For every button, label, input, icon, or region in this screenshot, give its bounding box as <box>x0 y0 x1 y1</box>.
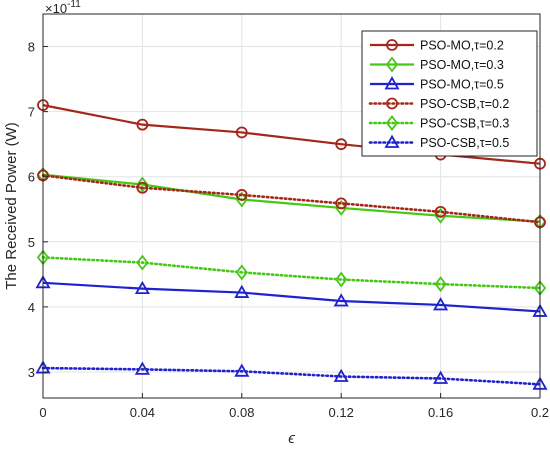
series-line <box>42 281 541 313</box>
data-point <box>136 181 149 194</box>
data-point <box>433 297 449 311</box>
data-point <box>234 284 250 298</box>
y-exponent-label: ×10-11 <box>45 0 81 16</box>
legend-marker <box>385 56 399 73</box>
data-point <box>333 368 349 382</box>
series-6 <box>35 360 548 390</box>
legend-marker <box>384 134 400 148</box>
legend-marker <box>386 39 398 51</box>
legend-marker <box>385 115 399 131</box>
data-point <box>134 361 150 375</box>
x-axis-label: ϵ <box>288 430 295 447</box>
x-axis: 0 0.04 0.08 0.12 0.16 0.2 <box>39 393 549 420</box>
data-point <box>235 126 248 139</box>
y-axis: 3 4 5 6 7 8 <box>28 40 48 380</box>
data-point <box>335 138 348 151</box>
series-line <box>41 366 542 386</box>
legend-marker <box>384 76 400 90</box>
legend-label: PSO-CSB,τ=0.5 <box>420 136 509 150</box>
y-tick-label: 7 <box>28 105 35 120</box>
y-tick-label: 3 <box>28 365 35 380</box>
series-line <box>41 174 542 224</box>
data-point <box>136 118 149 131</box>
legend-label: PSO-MO,τ=0.5 <box>420 78 504 92</box>
y-tick-label: 6 <box>28 170 35 185</box>
legend-label: PSO-MO,τ=0.3 <box>420 58 504 72</box>
x-tick-label: 0.12 <box>329 405 354 420</box>
data-point <box>434 207 447 224</box>
data-point <box>234 363 250 377</box>
legend-item: PSO-CSB,τ=0.3 <box>368 115 509 131</box>
data-point <box>235 264 248 281</box>
data-point <box>335 271 348 288</box>
legend-item: PSO-MO,τ=0.3 <box>370 56 504 73</box>
legend-label: PSO-CSB,τ=0.3 <box>420 117 509 131</box>
series-3 <box>35 274 548 317</box>
data-point <box>335 197 348 210</box>
legend-box <box>361 30 538 157</box>
x-tick-label: 0.04 <box>130 405 155 420</box>
x-tick-label: 0 <box>39 405 46 420</box>
legend-item: PSO-MO,τ=0.5 <box>370 76 504 92</box>
legend-label: PSO-CSB,τ=0.2 <box>420 97 509 111</box>
data-point <box>136 254 149 271</box>
data-point <box>235 189 248 201</box>
series-layer <box>35 99 548 390</box>
data-point <box>434 205 447 218</box>
y-tick-label: 4 <box>28 300 35 315</box>
legend-item: PSO-CSB,τ=0.2 <box>368 97 509 111</box>
legend-marker <box>386 97 398 110</box>
legend: PSO-MO,τ=0.2 PSO-MO,τ=0.3 PSO-MO,τ=0.5 PSO-… <box>361 30 538 157</box>
data-point <box>134 280 150 295</box>
y-tick-label: 5 <box>28 235 35 250</box>
x-tick-label: 0.08 <box>229 405 254 420</box>
y-axis-label: The Received Power (W) <box>3 122 20 290</box>
series-line <box>42 173 541 223</box>
x-tick-label: 0.2 <box>531 405 549 420</box>
x-tick-label: 0.16 <box>428 405 453 420</box>
axes-frame <box>42 13 541 399</box>
data-point <box>136 176 149 193</box>
data-point <box>335 199 348 216</box>
y-tick-label: 8 <box>28 40 35 55</box>
data-point <box>235 191 248 208</box>
legend-item: PSO-MO,τ=0.2 <box>370 39 504 53</box>
legend-label: PSO-MO,τ=0.2 <box>420 39 504 53</box>
data-point <box>434 276 447 293</box>
data-point <box>433 370 449 384</box>
series-line <box>41 256 542 290</box>
data-point <box>333 293 349 307</box>
legend-item: PSO-CSB,τ=0.5 <box>368 134 509 150</box>
